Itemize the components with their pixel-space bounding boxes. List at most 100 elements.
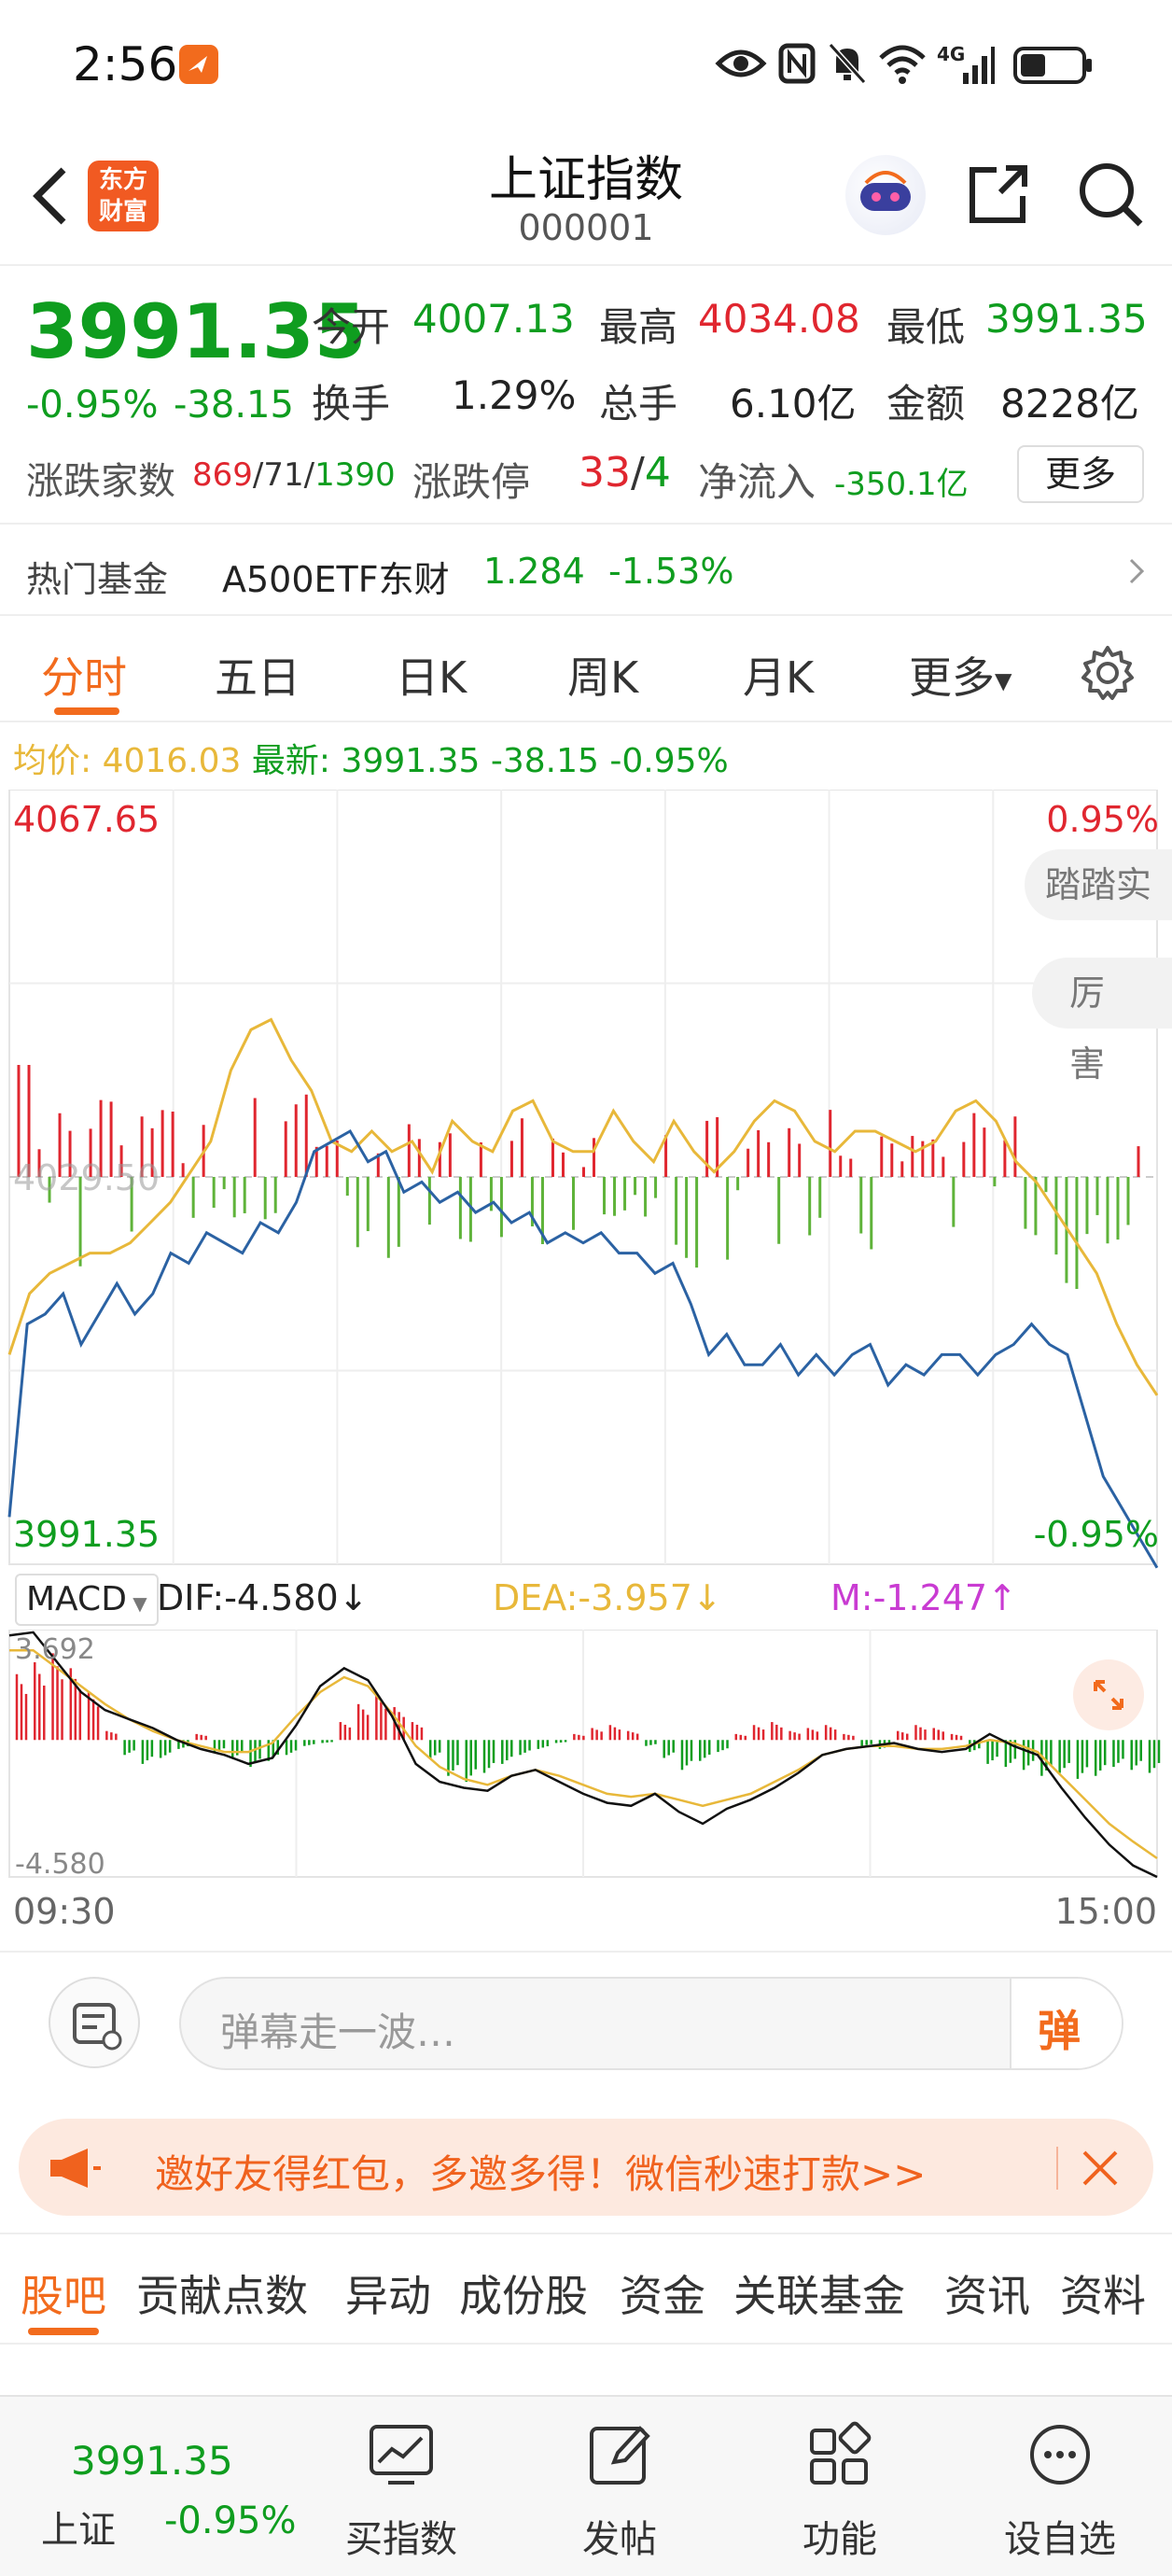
status-time: 2:56 xyxy=(73,37,178,91)
tab-capital[interactable]: 资金 xyxy=(620,2271,705,2321)
subtab-active-indicator xyxy=(28,2328,99,2335)
y-mid-label: 4029.50 xyxy=(13,1157,160,1198)
tab-monthly-k[interactable]: 月K xyxy=(743,652,815,703)
amount-label: 金额 xyxy=(886,381,966,427)
adv-up: 869 xyxy=(192,456,253,494)
grid-icon xyxy=(802,2417,877,2492)
expand-icon[interactable] xyxy=(1073,1659,1144,1730)
macd-dea: DEA:-3.957↓ xyxy=(493,1577,722,1618)
low-value: 3991.35 xyxy=(985,296,1148,342)
nav-functions-label: 功能 xyxy=(802,2518,877,2561)
danmu-placeholder: 弹幕走一波… xyxy=(220,2009,456,2055)
low-label: 最低 xyxy=(886,304,966,350)
tab-contribution[interactable]: 贡献点数 xyxy=(136,2271,308,2321)
dea-line xyxy=(9,1648,1158,1860)
last-price: 3991.35 xyxy=(26,288,367,375)
change-pct: -0.95% xyxy=(26,384,159,427)
tab-profile[interactable]: 资料 xyxy=(1060,2271,1146,2321)
ai-assistant-icon[interactable] xyxy=(845,155,926,235)
search-icon[interactable] xyxy=(1073,157,1148,235)
chevron-right-icon xyxy=(1125,554,1148,592)
x-end-label: 15:00 xyxy=(1054,1891,1157,1932)
danmu-settings-icon[interactable] xyxy=(49,1977,140,2068)
latest-change: -38.15 xyxy=(490,742,599,780)
nav-post[interactable]: 发帖 xyxy=(536,2397,704,2576)
mute-bell-icon xyxy=(827,41,868,90)
turnover-value: 1.29% xyxy=(452,372,577,418)
tab-related-funds[interactable]: 关联基金 xyxy=(733,2271,905,2321)
limit-label: 涨跌停 xyxy=(412,459,531,505)
back-button[interactable] xyxy=(22,159,78,233)
open-value: 4007.13 xyxy=(412,296,575,342)
m-label: M: xyxy=(830,1577,873,1618)
macd-label: MACD xyxy=(26,1580,127,1618)
logo-text-2: 财富 xyxy=(98,198,147,226)
latest-label: 最新: xyxy=(251,742,331,780)
tab-active-indicator xyxy=(54,707,119,715)
latest-value: 3991.35 xyxy=(341,742,481,780)
quote-panel: 3991.35 -0.95% -38.15 今开 4007.13 最高 4034… xyxy=(0,268,1172,520)
tab-movement[interactable]: 异动 xyxy=(345,2271,431,2321)
inflow-value: -350.1亿 xyxy=(834,466,969,503)
nav-functions[interactable]: 功能 xyxy=(756,2397,924,2576)
turnover-label: 换手 xyxy=(312,381,391,427)
x-start-label: 09:30 xyxy=(13,1891,116,1932)
dif-line xyxy=(8,1631,1158,1879)
intraday-chart[interactable]: 均价: 4016.03 最新: 3991.35 -38.15 -0.95% 40… xyxy=(0,724,1172,1947)
dea-value: -3.957 xyxy=(578,1577,692,1618)
tab-constituents[interactable]: 成份股 xyxy=(459,2271,588,2321)
invite-text: 邀好友得红包，多邀多得！微信秒速打款>> xyxy=(155,2151,927,2197)
m-value: -1.247 xyxy=(872,1577,988,1618)
dea-label: DEA: xyxy=(493,1577,579,1618)
eastmoney-logo: 东方 财富 xyxy=(88,161,159,231)
chart-legend: 均价: 4016.03 最新: 3991.35 -38.15 -0.95% xyxy=(13,734,729,782)
danmu-bar: 弹幕走一波… 弹 xyxy=(0,1951,1172,2091)
logo-text-1: 东方 xyxy=(98,166,147,194)
nav-quote-summary[interactable]: 3991.35 上证 -0.95% xyxy=(0,2397,308,2576)
limit-down: 4 xyxy=(644,449,671,497)
pct-top-label: 0.95% xyxy=(1046,799,1159,840)
network-label: 4G xyxy=(937,43,966,65)
invite-banner[interactable]: 邀好友得红包，多邀多得！微信秒速打款>> xyxy=(19,2119,1153,2216)
share-icon[interactable] xyxy=(963,159,1034,233)
danmu-bubble-2: 厉害 xyxy=(1032,958,1172,1085)
nav-price: 3991.35 xyxy=(71,2438,233,2484)
open-label: 今开 xyxy=(312,304,391,350)
close-icon[interactable] xyxy=(1079,2147,1122,2193)
caret-down-icon: ▼ xyxy=(126,1592,147,1615)
tab-daily-k[interactable]: 日K xyxy=(396,652,467,703)
high-value: 4034.08 xyxy=(698,296,860,342)
danmu-send-button[interactable]: 弹 xyxy=(1010,1979,1122,2068)
nav-add-watchlist[interactable]: 设自选 xyxy=(976,2397,1144,2576)
arrow-down-icon: ↓ xyxy=(338,1577,369,1618)
hot-fund-row[interactable]: 热门基金 A500ETF东财 1.284 -1.53% xyxy=(0,523,1172,616)
price-line xyxy=(7,1128,1159,1569)
danmu-input[interactable]: 弹幕走一波… 弹 xyxy=(179,1977,1123,2070)
tab-guba[interactable]: 股吧 xyxy=(21,2271,106,2321)
tab-intraday[interactable]: 分时 xyxy=(41,652,127,703)
gear-icon[interactable] xyxy=(1079,644,1137,706)
macd-selector[interactable]: MACD ▼ xyxy=(15,1574,159,1626)
tab-five-day[interactable]: 五日 xyxy=(215,652,300,703)
content-tabs: 股吧 贡献点数 异动 成份股 资金 关联基金 资讯 资料 xyxy=(0,2233,1172,2345)
tab-news[interactable]: 资讯 xyxy=(944,2271,1030,2321)
nav-post-label: 发帖 xyxy=(582,2518,657,2561)
amount-value: 8228亿 xyxy=(1000,381,1139,427)
nav-buy-index[interactable]: 买指数 xyxy=(317,2397,485,2576)
volume-label: 总手 xyxy=(599,381,678,427)
hot-fund-price: 1.284 xyxy=(483,551,585,592)
macd-m: M:-1.247↑ xyxy=(830,1577,1017,1618)
limit-up: 33 xyxy=(579,449,631,497)
tab-more[interactable]: 更多▼ xyxy=(909,644,1012,706)
arrow-down-icon: ↓ xyxy=(691,1577,722,1618)
adv-down: 1390 xyxy=(314,456,396,494)
hot-fund-name: A500ETF东财 xyxy=(222,559,450,600)
adv-flat: 71 xyxy=(263,456,304,494)
megaphone-icon xyxy=(47,2145,103,2195)
tab-weekly-k[interactable]: 周K xyxy=(567,652,639,703)
app-header: 东方 财富 上证指数 000001 xyxy=(0,131,1172,266)
macd-top-label: 3.692 xyxy=(15,1633,95,1666)
macd-chart-svg xyxy=(8,1630,1161,1879)
more-button[interactable]: 更多 xyxy=(1017,445,1144,503)
cell-signal-icon xyxy=(942,45,995,88)
